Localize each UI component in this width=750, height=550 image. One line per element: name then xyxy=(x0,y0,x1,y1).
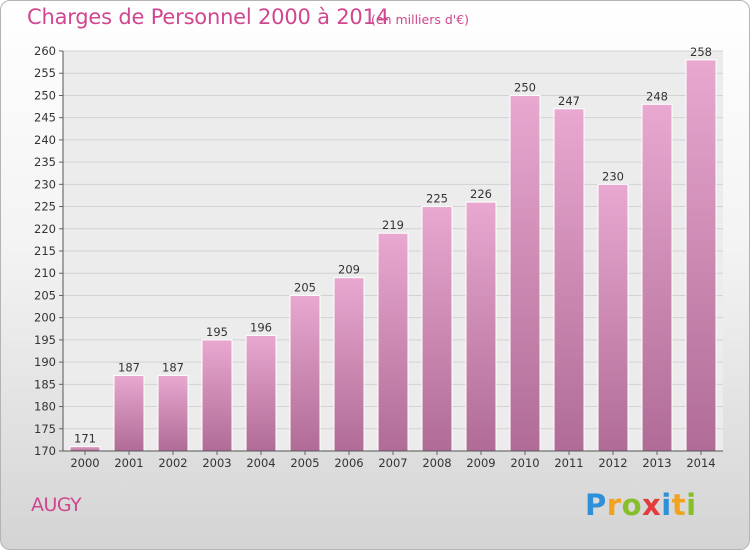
bar-2013 xyxy=(641,103,673,452)
logo-letter: x xyxy=(642,488,662,522)
data-label: 205 xyxy=(294,280,316,294)
x-tick-label: 2008 xyxy=(422,456,451,470)
x-tick-label: 2013 xyxy=(642,456,671,470)
y-tick-label: 230 xyxy=(34,177,56,191)
chart-subtitle: (en milliers d'€) xyxy=(371,12,470,27)
y-tick-label: 225 xyxy=(34,200,56,214)
x-tick-label: 2004 xyxy=(246,456,275,470)
bar-2008 xyxy=(421,206,453,452)
y-tick-label: 180 xyxy=(34,400,56,414)
x-tick-label: 2009 xyxy=(466,456,495,470)
y-tick-label: 190 xyxy=(34,355,56,369)
y-tick-label: 245 xyxy=(34,111,56,125)
data-label: 247 xyxy=(558,94,580,108)
proxiti-logo[interactable]: Proxiti xyxy=(585,488,697,522)
bar-2009 xyxy=(465,201,497,452)
data-label: 219 xyxy=(382,218,404,232)
y-tick-label: 200 xyxy=(34,311,56,325)
bar-2005 xyxy=(289,294,321,452)
x-tick-label: 2002 xyxy=(158,456,187,470)
data-label: 187 xyxy=(118,360,140,374)
y-tick-label: 175 xyxy=(34,422,56,436)
data-label: 248 xyxy=(646,89,668,103)
data-label: 226 xyxy=(470,187,492,201)
bar-2006 xyxy=(333,277,365,452)
data-label: 250 xyxy=(514,80,536,94)
data-label: 230 xyxy=(602,169,624,183)
x-tick-label: 2006 xyxy=(334,456,363,470)
y-tick-label: 215 xyxy=(34,244,56,258)
y-tick-label: 260 xyxy=(34,44,56,58)
y-tick-label: 220 xyxy=(34,222,56,236)
x-tick-label: 2003 xyxy=(202,456,231,470)
x-tick-label: 2014 xyxy=(686,456,715,470)
bar-2007 xyxy=(377,232,409,452)
y-tick-label: 205 xyxy=(34,288,56,302)
bar-2010 xyxy=(509,94,541,452)
x-tick-label: 2005 xyxy=(290,456,319,470)
x-tick-label: 2011 xyxy=(554,456,583,470)
y-tick-label: 185 xyxy=(34,377,56,391)
logo-letter: P xyxy=(585,488,607,522)
data-label: 209 xyxy=(338,263,360,277)
logo-letter: i xyxy=(661,488,672,522)
bar-2011 xyxy=(553,108,585,452)
y-tick-label: 255 xyxy=(34,66,56,80)
chart-title: Charges de Personnel 2000 à 2014 xyxy=(27,5,389,29)
y-tick-label: 210 xyxy=(34,266,56,280)
bar-2000 xyxy=(69,446,101,452)
y-tick-label: 170 xyxy=(34,444,56,458)
logo-letter: r xyxy=(606,488,622,522)
logo-letter: o xyxy=(621,488,643,522)
data-label: 187 xyxy=(162,360,184,374)
x-tick-label: 2000 xyxy=(70,456,99,470)
bar-2001 xyxy=(113,374,145,452)
y-tick-label: 235 xyxy=(34,155,56,169)
y-tick-label: 250 xyxy=(34,88,56,102)
y-tick-label: 195 xyxy=(34,333,56,347)
data-label: 225 xyxy=(426,192,448,206)
x-tick-label: 2007 xyxy=(378,456,407,470)
x-tick-label: 2010 xyxy=(510,456,539,470)
bar-2002 xyxy=(157,374,189,452)
data-label: 196 xyxy=(250,320,272,334)
x-tick-label: 2001 xyxy=(114,456,143,470)
data-label: 258 xyxy=(690,45,712,59)
commune-name: AUGY xyxy=(31,494,82,516)
x-tick-label: 2012 xyxy=(598,456,627,470)
bar-2012 xyxy=(597,183,629,452)
logo-letter: i xyxy=(686,488,697,522)
bar-2004 xyxy=(245,334,277,452)
bar-2003 xyxy=(201,339,233,452)
y-tick-label: 240 xyxy=(34,133,56,147)
data-label: 195 xyxy=(206,325,228,339)
bar-2014 xyxy=(685,59,717,452)
data-label: 171 xyxy=(74,432,96,446)
logo-letter: t xyxy=(671,488,687,522)
